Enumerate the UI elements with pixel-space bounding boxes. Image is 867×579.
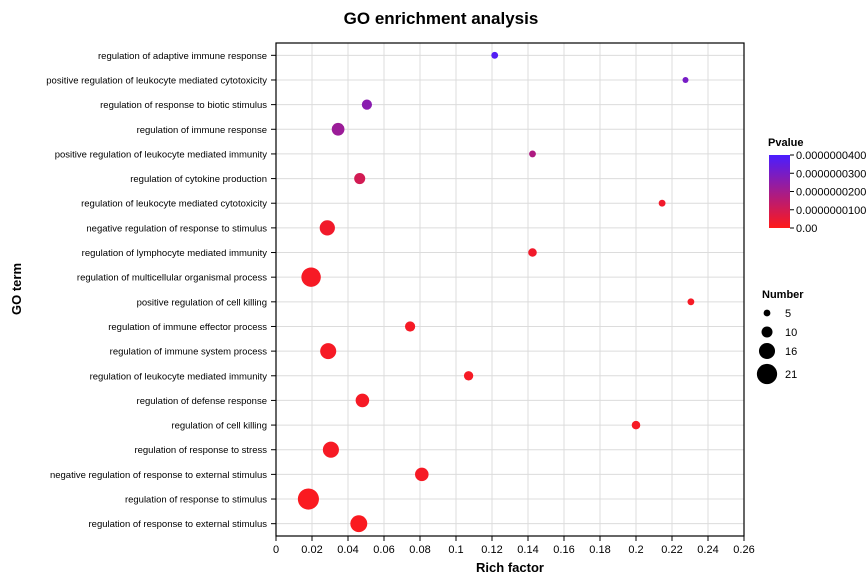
x-axis-ticks: 0 0.02 0.04 0.06 0.08 0.1 0.12 0.14 0.16 0.18 0.2 0… [273,536,755,556]
go-term-label: regulation of lymphocyte mediated immuni… [82,248,268,259]
go-term-label: positive regulation of leukocyte mediate… [55,149,268,160]
x-tick-label: 0.16 [553,544,574,556]
pvalue-legend-label: 0.0000000200 [796,187,866,199]
data-point [319,220,335,236]
x-tick-label: 0.18 [589,544,610,556]
number-legend-label: 5 [785,308,791,320]
data-point [631,420,641,430]
pvalue-legend: Pvalue 0.0000000400 0.0000000300 0.0000000… [768,137,866,235]
go-term-label: regulation of adaptive immune response [98,51,267,62]
data-point [320,343,337,360]
number-legend-marker [763,309,771,317]
go-term-label: regulation of immune effector process [108,322,267,333]
number-legend-label: 10 [785,327,797,339]
data-point [297,488,319,510]
pvalue-legend-title: Pvalue [768,137,803,149]
data-point [491,51,499,59]
data-point [463,371,474,381]
go-term-label: regulation of cell killing [171,421,267,432]
data-point [529,150,536,158]
x-tick-label: 0 [273,544,279,556]
data-point [528,248,537,257]
x-tick-label: 0.04 [337,544,358,556]
x-tick-label: 0.24 [697,544,718,556]
go-term-label: regulation of leukocyte mediated immunit… [90,371,268,382]
go-term-label: regulation of defense response [137,396,267,407]
go-term-label: regulation of cytokine production [130,174,267,185]
go-term-label: regulation of immune response [137,125,267,136]
x-tick-label: 0.06 [373,544,394,556]
data-point [301,267,321,287]
data-point [658,199,666,207]
go-term-label: positive regulation of leukocyte mediate… [46,75,267,86]
y-axis-title: GO term [9,263,24,315]
go-term-label: regulation of response to stimulus [125,495,267,506]
x-tick-label: 0.2 [628,544,643,556]
pvalue-legend-label: 0.0000000300 [796,168,866,180]
go-term-label: regulation of response to stress [134,445,267,456]
x-tick-label: 0.08 [409,544,430,556]
go-term-label: negative regulation of response to stimu… [86,223,267,234]
x-tick-label: 0.14 [517,544,538,556]
data-point [354,173,366,185]
data-points [297,51,695,533]
go-term-label: negative regulation of response to exter… [50,470,267,481]
x-tick-label: 0.02 [301,544,322,556]
data-point [361,99,372,110]
pvalue-color-bar [769,155,790,228]
go-term-label: regulation of multicellular organismal p… [77,273,267,284]
x-axis-title: Rich factor [476,560,544,575]
number-legend-marker [756,363,778,385]
data-point [331,122,345,136]
data-point [355,393,370,408]
go-term-label: positive regulation of cell killing [137,297,267,308]
data-point [682,76,689,83]
go-term-label: regulation of response to biotic stimulu… [100,100,267,111]
pvalue-legend-label: 0.0000000100 [796,205,866,217]
number-legend: Number 5 10 16 21 [756,289,804,385]
x-tick-label: 0.22 [661,544,682,556]
chart-title: GO enrichment analysis [344,9,539,28]
x-tick-label: 0.26 [733,544,754,556]
pvalue-legend-label: 0.0000000400 [796,150,866,162]
data-point [415,467,429,482]
grid-lines [275,43,745,536]
plot-frame [275,42,745,537]
go-term-label: regulation of leukocyte mediated cytotox… [81,199,267,210]
data-point [350,515,368,533]
pvalue-legend-label: 0.00 [796,223,817,235]
data-point [687,298,695,306]
x-tick-label: 0.12 [481,544,502,556]
go-term-label: regulation of immune system process [110,347,268,358]
number-legend-label: 16 [785,346,797,358]
x-tick-label: 0.1 [448,544,463,556]
number-legend-marker [761,326,773,338]
number-legend-marker [758,342,776,360]
number-legend-label: 21 [785,369,797,381]
data-point [322,441,339,458]
data-point [405,321,416,332]
go-term-label: regulation of response to external stimu… [89,519,268,530]
go-term-labels: regulation of adaptive immune response po… [46,51,276,530]
number-legend-title: Number [762,289,804,301]
